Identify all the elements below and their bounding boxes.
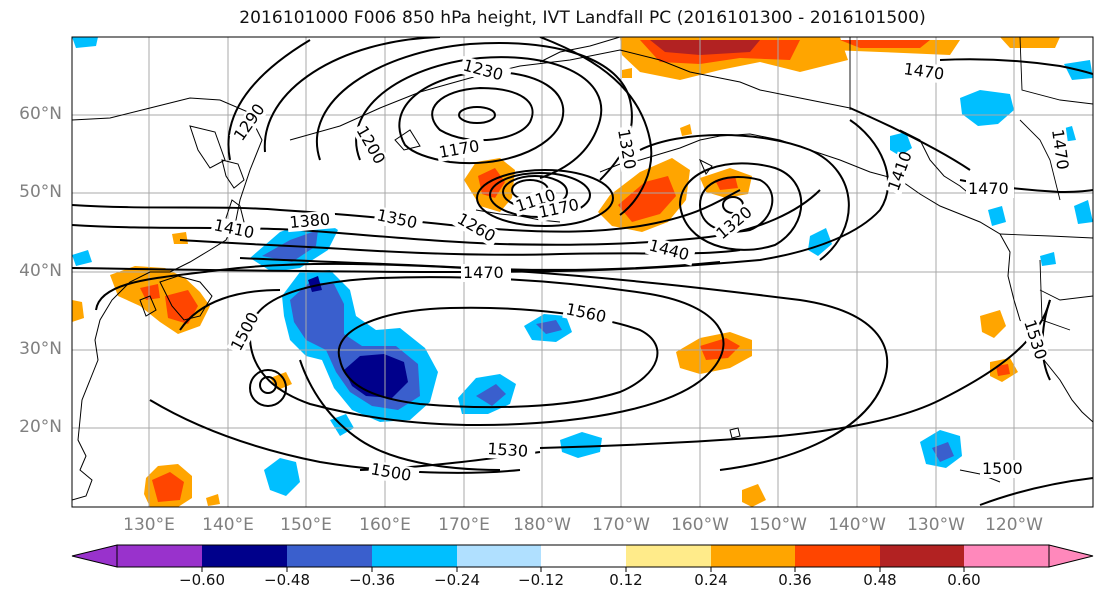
lat-label-40n: 40°N	[19, 261, 62, 281]
colorbar-tick-label: −0.24	[434, 571, 480, 589]
contour-label: 1470	[461, 263, 511, 282]
contour-label: 1380	[286, 210, 337, 233]
colorbar-ticks	[201, 567, 965, 572]
svg-text:1380: 1380	[289, 210, 331, 232]
lon-label-160w: 160°W	[671, 515, 729, 535]
negative-anomaly-scattered	[72, 37, 1093, 496]
colorbar-bin	[626, 545, 711, 567]
svg-text:1500: 1500	[982, 459, 1023, 478]
colorbar-max-extend	[1048, 544, 1094, 568]
lon-label-160e: 160°E	[359, 515, 411, 535]
colorbar-tick-label: −0.36	[349, 571, 395, 589]
lon-label-150e: 150°E	[280, 515, 332, 535]
colorbar-tick-label: 0.24	[694, 571, 728, 589]
lon-label-120w: 120°W	[985, 515, 1043, 535]
colorbar-bin	[541, 545, 626, 567]
lat-label-20n: 20°N	[19, 417, 62, 437]
colorbar-bin	[457, 545, 541, 567]
lon-label-170w: 170°W	[592, 515, 650, 535]
colorbar-bin	[711, 545, 795, 567]
lon-label-130e: 130°E	[123, 515, 175, 535]
colorbar-bin	[117, 545, 202, 567]
lat-label-60n: 60°N	[19, 104, 62, 124]
colorbar-tick-label: −0.48	[264, 571, 310, 589]
lat-label-50n: 50°N	[19, 182, 62, 202]
lon-label-130w: 130°W	[907, 515, 965, 535]
colorbar-bin	[795, 545, 880, 567]
colorbar-frame	[116, 544, 1050, 568]
colorbar-tick-label: 0.12	[609, 571, 643, 589]
positive-anomaly-alaska	[620, 37, 1060, 80]
lon-label-170e: 170°E	[438, 515, 490, 535]
colorbar-tick-label: −0.60	[179, 571, 225, 589]
lon-label-180w: 180°W	[513, 515, 571, 535]
lon-label-140e: 140°E	[202, 515, 254, 535]
figure-title: 2016101000 F006 850 hPa height, IVT Land…	[239, 8, 926, 28]
colorbar	[71, 544, 1094, 572]
lat-label-30n: 30°N	[19, 339, 62, 359]
contour-label: 1530	[484, 439, 536, 462]
colorbar-bin	[202, 545, 287, 567]
colorbar-bin	[372, 545, 457, 567]
positive-anomaly-misc	[144, 68, 1018, 507]
colorbar-min-extend	[71, 544, 118, 568]
colorbar-tick-label: 0.60	[947, 571, 981, 589]
lon-label-140w: 140°W	[828, 515, 886, 535]
contour-label: 1470	[966, 179, 1014, 198]
contour-label: 1500	[980, 459, 1030, 478]
colorbar-bin	[964, 545, 1049, 567]
svg-text:1530: 1530	[487, 439, 529, 461]
colorbar-bin	[880, 545, 964, 567]
svg-text:1470: 1470	[968, 179, 1009, 198]
lon-label-150w: 150°W	[749, 515, 807, 535]
colorbar-tick-label: 0.36	[778, 571, 812, 589]
svg-text:1470: 1470	[463, 263, 504, 282]
map-frame	[71, 36, 1094, 508]
ivt-shading-layer	[72, 37, 1093, 507]
colorbar-tick-label: −0.12	[518, 571, 564, 589]
colorbar-bin	[287, 545, 372, 567]
colorbar-tick-label: 0.48	[863, 571, 897, 589]
